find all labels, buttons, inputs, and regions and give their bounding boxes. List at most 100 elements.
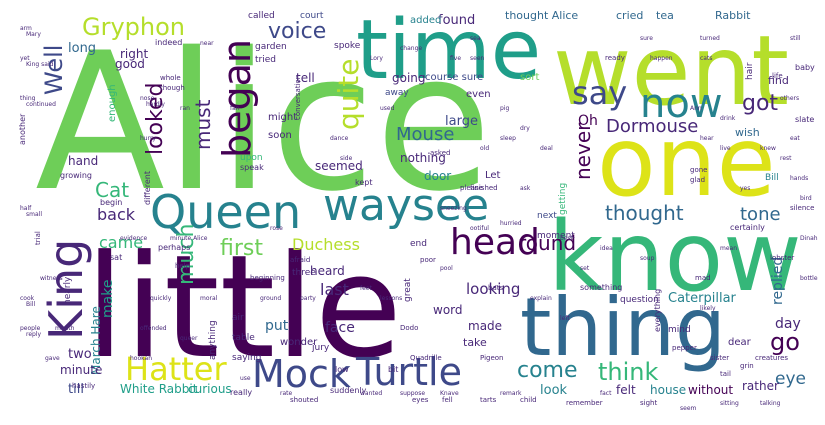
- word-wanted: wanted: [360, 390, 382, 397]
- word-everything: everything: [653, 289, 662, 332]
- word-hand: hand: [68, 154, 98, 168]
- word-pepper: pepper: [672, 344, 697, 352]
- word-dear: dear: [728, 337, 752, 348]
- word-alice: Alice: [35, 12, 492, 233]
- word-eat: eat: [790, 135, 800, 142]
- word-use: use: [240, 375, 251, 382]
- word-look: look: [540, 383, 568, 398]
- word-go: go: [770, 328, 800, 356]
- word-mind: mind: [668, 325, 691, 335]
- word-without: without: [688, 383, 733, 397]
- word-bats: bats: [488, 284, 503, 292]
- word-sight: sight: [640, 399, 657, 407]
- word-evidence: evidence: [120, 235, 148, 242]
- word-good: good: [115, 57, 145, 71]
- word-end: end: [410, 239, 427, 249]
- word-still: still: [790, 35, 801, 42]
- word-lessons: lessons: [380, 295, 402, 302]
- word-glad: glad: [690, 176, 705, 184]
- word-never: never: [571, 122, 595, 180]
- word-soon: soon: [268, 130, 292, 141]
- word-pig: pig: [500, 105, 509, 112]
- word-added-small: Ann: [690, 105, 702, 112]
- word-curious: curious: [188, 382, 232, 396]
- word-shouted: shouted: [290, 396, 318, 404]
- word-question: question: [620, 295, 659, 305]
- word-might: might: [268, 112, 297, 123]
- word-dance: dance: [330, 135, 349, 142]
- word-yes: yes: [740, 185, 750, 192]
- word-dodo: Dodo: [400, 324, 418, 332]
- word-replied-small: reply: [26, 331, 42, 338]
- word-drink: drink: [720, 115, 736, 122]
- word-air: air: [232, 313, 244, 323]
- word-lobster: lobster: [770, 254, 794, 262]
- word-knave: Knave: [440, 390, 459, 397]
- word-used: used: [380, 105, 395, 112]
- word-growing: growing: [60, 171, 92, 180]
- word-sure: sure: [640, 35, 653, 42]
- word-make: make: [100, 280, 116, 318]
- word-help: help: [175, 262, 191, 270]
- word-rather: rather: [742, 379, 779, 393]
- word-king: King: [39, 239, 93, 340]
- word-slate: slate: [795, 115, 814, 124]
- word-mouth: mouth: [55, 325, 75, 332]
- word-another: another: [18, 113, 27, 145]
- word-queen-small: queer: [180, 335, 198, 342]
- word-something: something: [580, 283, 622, 292]
- word-king-small: King said: [26, 61, 54, 68]
- word-happen: happen: [650, 55, 673, 62]
- word-party: party: [300, 295, 316, 302]
- word-rose: rose: [270, 225, 283, 232]
- word-one: one: [597, 106, 776, 218]
- word-even: even: [466, 89, 491, 100]
- word-change: change: [400, 45, 422, 52]
- word-low: low: [335, 365, 349, 374]
- word-asked: asked: [430, 149, 451, 157]
- word-fell: fell: [442, 396, 453, 404]
- word-three: three: [292, 268, 316, 278]
- word-likely: likely: [700, 305, 716, 312]
- word-cat: Cat: [95, 178, 129, 202]
- word-sneezing: sneezing: [440, 205, 467, 212]
- word-certainly: certainly: [730, 223, 765, 232]
- word-house: house: [650, 383, 686, 397]
- word-large: large: [445, 114, 478, 129]
- word-perhaps: perhaps: [158, 243, 190, 252]
- word-made: made: [468, 319, 502, 333]
- word-fact: fact: [600, 390, 612, 397]
- word-mad: mad: [695, 274, 711, 282]
- word-great: great: [403, 278, 413, 302]
- word-different: different: [143, 171, 152, 205]
- word-getting: getting: [558, 183, 568, 215]
- word-bit: bit: [388, 365, 398, 374]
- word-white-rabbit: White Rabbit: [120, 382, 198, 396]
- word-pool: pool: [440, 265, 453, 272]
- word-ask: ask: [520, 185, 531, 192]
- word-turned: turned: [700, 35, 720, 42]
- word-sister: sister: [710, 354, 729, 362]
- word-child: child: [520, 396, 537, 404]
- word-seen: seen: [470, 55, 485, 62]
- word-tail: tail: [720, 370, 731, 378]
- word-rate: rate: [280, 390, 292, 397]
- word-seem: seem: [680, 405, 697, 412]
- word-called: called: [248, 11, 275, 21]
- word-indeed: indeed: [155, 38, 182, 47]
- word-wish: wish: [735, 126, 760, 139]
- word-set: set: [580, 265, 590, 272]
- word-away: away: [385, 88, 409, 98]
- word-quite: quite: [332, 58, 365, 130]
- word-door: door: [424, 169, 451, 183]
- word-time-small: hardly: [146, 101, 165, 108]
- word-take: take: [463, 336, 487, 349]
- word-side: side: [340, 155, 353, 162]
- word-whole: whole: [160, 74, 181, 82]
- word-people: people: [20, 325, 41, 332]
- word-table: table: [232, 333, 255, 343]
- word-rest: rest: [780, 155, 792, 162]
- word-saying: saying: [232, 353, 261, 363]
- word-gryphon: Gryphon: [82, 13, 185, 41]
- word-heard: heard: [310, 264, 345, 278]
